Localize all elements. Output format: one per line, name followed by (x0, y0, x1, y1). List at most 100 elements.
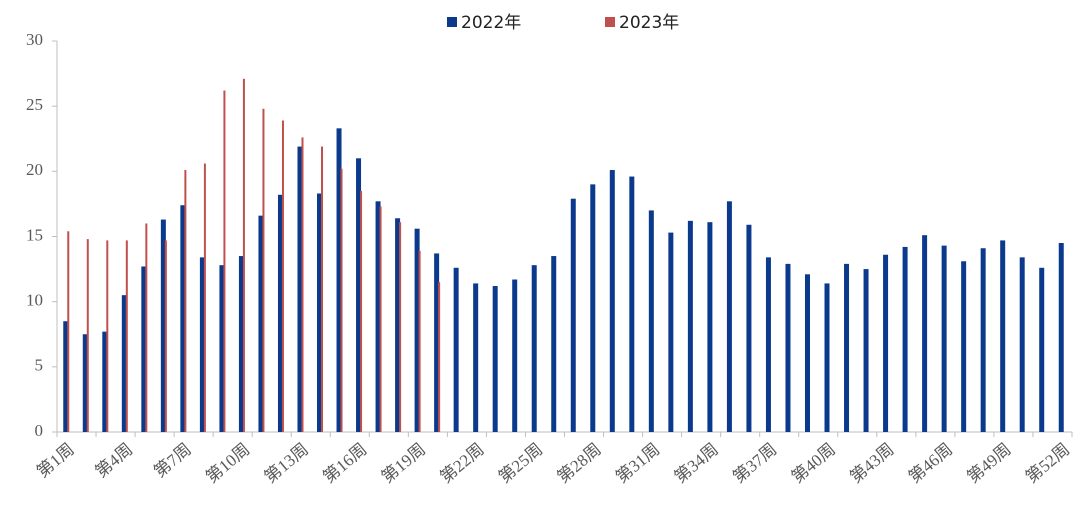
bar (317, 193, 323, 432)
bar (648, 210, 654, 432)
bar (1039, 267, 1045, 432)
bar (262, 108, 265, 433)
bar (941, 245, 947, 432)
bar (356, 158, 362, 433)
bar (746, 224, 752, 432)
bar (203, 163, 206, 432)
bar (590, 184, 596, 432)
bar (453, 267, 459, 432)
bar (824, 283, 830, 432)
y-tick-label: 0 (35, 421, 44, 440)
bar (184, 170, 187, 432)
bar (164, 240, 167, 432)
bar (102, 331, 108, 432)
bar (707, 222, 713, 432)
x-tick-label: 第19周 (378, 440, 429, 487)
x-tick-label: 第16周 (319, 440, 370, 487)
y-tick-label: 20 (26, 160, 43, 179)
bar (223, 90, 226, 432)
bar (121, 295, 127, 432)
bar (180, 205, 186, 432)
bar (399, 222, 402, 432)
x-tick-label: 第25周 (495, 440, 546, 487)
bar (668, 232, 674, 432)
bar (360, 190, 363, 432)
bar (863, 269, 869, 432)
y-tick-label: 10 (26, 291, 43, 310)
x-tick-label: 第49周 (963, 440, 1014, 487)
bar (438, 282, 441, 432)
bar (961, 261, 967, 432)
bar (726, 201, 732, 432)
bar (63, 321, 69, 432)
bar (1019, 257, 1025, 432)
bar (321, 146, 324, 432)
bar (785, 263, 791, 432)
y-tick-label: 15 (26, 225, 43, 244)
bar (980, 248, 986, 432)
bar (883, 254, 889, 432)
x-tick-label: 第4周 (92, 440, 137, 482)
bar (492, 286, 498, 432)
bar (551, 256, 557, 432)
bar (512, 279, 518, 432)
bar (570, 198, 576, 432)
y-tick-label: 5 (35, 356, 44, 375)
x-tick-label: 第22周 (436, 440, 487, 487)
bar (82, 334, 88, 432)
bar (687, 220, 693, 432)
x-tick-label: 第52周 (1022, 440, 1073, 487)
bar (1000, 240, 1006, 432)
bar (473, 283, 479, 432)
bar (160, 219, 166, 432)
bar (629, 176, 635, 432)
x-tick-label: 第28周 (554, 440, 605, 487)
bar (219, 265, 225, 432)
bar (844, 263, 850, 432)
x-tick-label: 第13周 (261, 440, 312, 487)
bar (395, 218, 401, 432)
legend-label: 2023年 (619, 13, 679, 33)
bar (336, 128, 342, 432)
legend-label: 2022年 (461, 13, 521, 33)
bar (902, 246, 908, 432)
x-tick-label: 第34周 (671, 440, 722, 487)
x-tick-label: 第43周 (846, 440, 897, 487)
bar (141, 266, 147, 432)
bar (281, 120, 284, 433)
x-tick-label: 第37周 (729, 440, 780, 487)
bar (609, 170, 615, 432)
bar (297, 146, 303, 432)
bar (238, 256, 244, 432)
bar (242, 78, 245, 433)
bar (804, 274, 810, 432)
bar (414, 228, 420, 432)
bar (1058, 243, 1064, 432)
x-tick-label: 第46周 (905, 440, 956, 487)
bar (67, 231, 70, 432)
bar (375, 201, 381, 432)
bar (145, 223, 148, 432)
x-tick-label: 第1周 (33, 440, 78, 482)
bar (418, 250, 421, 432)
x-tick-label: 第7周 (150, 440, 195, 482)
bar (86, 239, 89, 432)
bar (340, 168, 343, 432)
legend-swatch (447, 17, 457, 27)
bar (531, 265, 537, 432)
bar (379, 206, 382, 432)
bar (125, 240, 128, 432)
bar (199, 257, 205, 432)
bar (434, 253, 440, 432)
bar (765, 257, 771, 432)
bar (106, 240, 109, 432)
y-tick-label: 30 (26, 30, 43, 49)
x-tick-label: 第40周 (788, 440, 839, 487)
bar (301, 137, 304, 433)
bar (922, 235, 928, 432)
y-tick-label: 25 (26, 95, 43, 114)
legend-swatch (605, 17, 615, 27)
x-tick-label: 第31周 (612, 440, 663, 487)
bar (258, 215, 264, 432)
